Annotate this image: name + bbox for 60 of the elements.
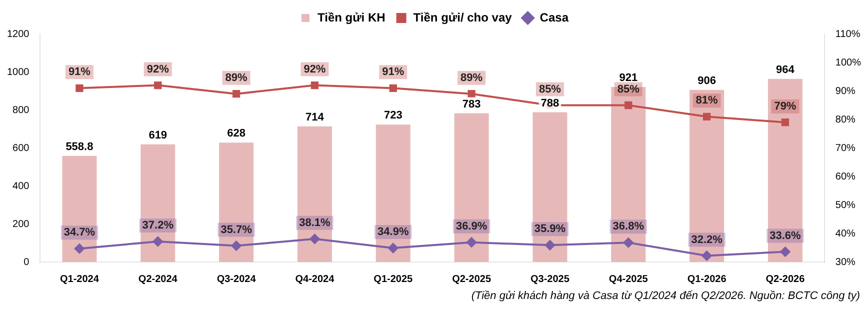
data-label: 906 bbox=[698, 74, 716, 87]
legend-label: Casa bbox=[540, 10, 569, 24]
y-tick-label: 0 bbox=[24, 256, 30, 268]
data-label: 85% bbox=[538, 83, 562, 96]
y2-tick-label: 70% bbox=[835, 142, 856, 154]
data-label: 79% bbox=[774, 100, 796, 112]
x-tick-label: Q3-2024 bbox=[216, 274, 256, 285]
y-tick-label: 200 bbox=[12, 218, 30, 230]
data-label: 714 bbox=[306, 111, 325, 124]
y-tick-label: 800 bbox=[12, 104, 30, 116]
y-tick-label: 400 bbox=[12, 180, 30, 192]
data-label: 38.1% bbox=[299, 216, 331, 229]
x-tick-label: Q1-2026 bbox=[687, 274, 727, 285]
legend-label: Tiền gửi KH bbox=[318, 10, 386, 24]
data-label: 89% bbox=[225, 72, 248, 84]
data-label: 92% bbox=[304, 63, 326, 76]
data-label: 628 bbox=[227, 128, 246, 140]
data-label: 32.2% bbox=[691, 234, 723, 246]
x-tick-label: Q2-2025 bbox=[452, 274, 492, 285]
x-tick-label: Q1-2024 bbox=[60, 274, 100, 285]
y2-tick-label: 40% bbox=[835, 228, 856, 240]
data-label: 788 bbox=[540, 97, 560, 110]
x-tick-label: Q1-2025 bbox=[374, 274, 414, 285]
data-label: 91% bbox=[382, 66, 404, 78]
x-tick-label: Q2-2024 bbox=[138, 274, 178, 285]
y2-tick-label: 80% bbox=[835, 114, 856, 126]
y2-tick-label: 110% bbox=[835, 28, 860, 40]
legend-label: Tiền gửi/ cho vay bbox=[413, 10, 512, 24]
y2-tick-label: 50% bbox=[835, 200, 856, 211]
data-label: 558.8 bbox=[66, 140, 94, 153]
x-tick-label: Q4-2024 bbox=[295, 274, 335, 285]
x-tick-label: Q2-2026 bbox=[766, 274, 806, 285]
data-label: 81% bbox=[696, 94, 718, 107]
data-label: 619 bbox=[148, 129, 168, 142]
y2-tick-label: 100% bbox=[835, 57, 862, 68]
data-label: 35.9% bbox=[534, 223, 566, 236]
y2-tick-label: 60% bbox=[835, 171, 856, 182]
data-label: 34.9% bbox=[378, 226, 409, 238]
y-tick-label: 600 bbox=[12, 142, 30, 154]
data-label: 33.6% bbox=[770, 230, 802, 242]
data-label: 37.2% bbox=[142, 220, 174, 232]
data-label: 36.8% bbox=[612, 220, 644, 233]
x-tick-label: Q4-2025 bbox=[608, 274, 648, 285]
data-label: 35.7% bbox=[220, 224, 252, 236]
data-label: 85% bbox=[617, 83, 640, 96]
data-label: 723 bbox=[384, 110, 402, 122]
data-label: 783 bbox=[462, 98, 481, 110]
data-label: 89% bbox=[460, 72, 483, 84]
y-tick-label: 1000 bbox=[6, 66, 30, 78]
data-label: 36.9% bbox=[456, 220, 488, 232]
data-label: 964 bbox=[776, 64, 796, 76]
x-tick-label: Q3-2025 bbox=[530, 274, 570, 285]
y2-tick-label: 90% bbox=[835, 86, 856, 97]
y-tick-label: 1200 bbox=[6, 28, 30, 40]
data-label: 92% bbox=[146, 63, 170, 76]
data-label: 921 bbox=[619, 72, 638, 84]
data-label: 34.7% bbox=[64, 226, 96, 239]
text: (Tiền gửi khách hàng và Casa từ Q1/2024 đến Q2/2026. Nguồn: BCTC công ty) bbox=[471, 290, 860, 302]
data-label: 91% bbox=[68, 66, 91, 78]
y2-tick-label: 30% bbox=[835, 256, 856, 268]
